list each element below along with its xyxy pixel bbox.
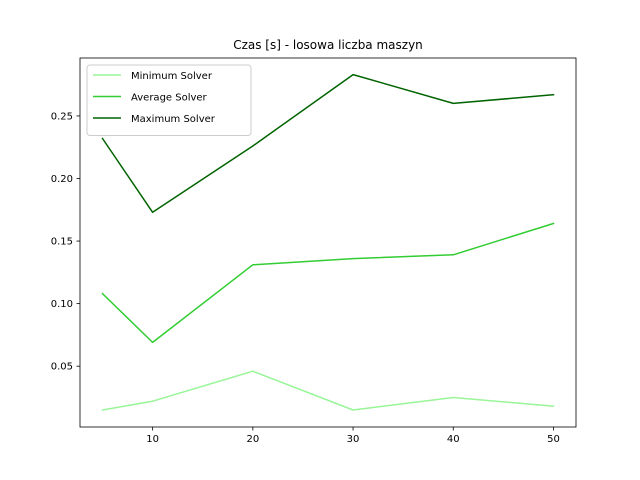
series-line-1 bbox=[101, 222, 555, 344]
x-tick-label: 10 bbox=[146, 434, 159, 445]
x-tick-label: 40 bbox=[447, 434, 460, 445]
x-tick-label: 50 bbox=[547, 434, 560, 445]
y-axis: 0.05 0.10 0.15 0.20 0.25 bbox=[51, 111, 80, 373]
legend-label-1: Average Solver bbox=[131, 93, 208, 104]
x-tick-label: 30 bbox=[347, 434, 360, 445]
chart-title: Czas [s] - losowa liczba maszyn bbox=[233, 38, 423, 52]
y-tick-label: 0.25 bbox=[51, 111, 73, 122]
legend-label-0: Minimum Solver bbox=[131, 71, 213, 82]
y-tick-label: 0.05 bbox=[51, 362, 73, 373]
plot-frame bbox=[79, 57, 577, 428]
legend-box bbox=[86, 64, 252, 136]
legend: Minimum Solver Average Solver Maximum Solv… bbox=[86, 64, 252, 136]
y-tick-label: 0.10 bbox=[51, 299, 73, 310]
y-tick-label: 0.15 bbox=[51, 237, 73, 248]
legend-label-2: Maximum Solver bbox=[131, 114, 216, 125]
x-axis: 10 20 30 40 50 bbox=[146, 427, 560, 445]
x-tick-label: 20 bbox=[246, 434, 259, 445]
series-line-0 bbox=[101, 370, 555, 411]
plot-lines bbox=[101, 73, 555, 411]
y-tick-label: 0.20 bbox=[51, 174, 73, 185]
series-line-2 bbox=[101, 73, 555, 214]
